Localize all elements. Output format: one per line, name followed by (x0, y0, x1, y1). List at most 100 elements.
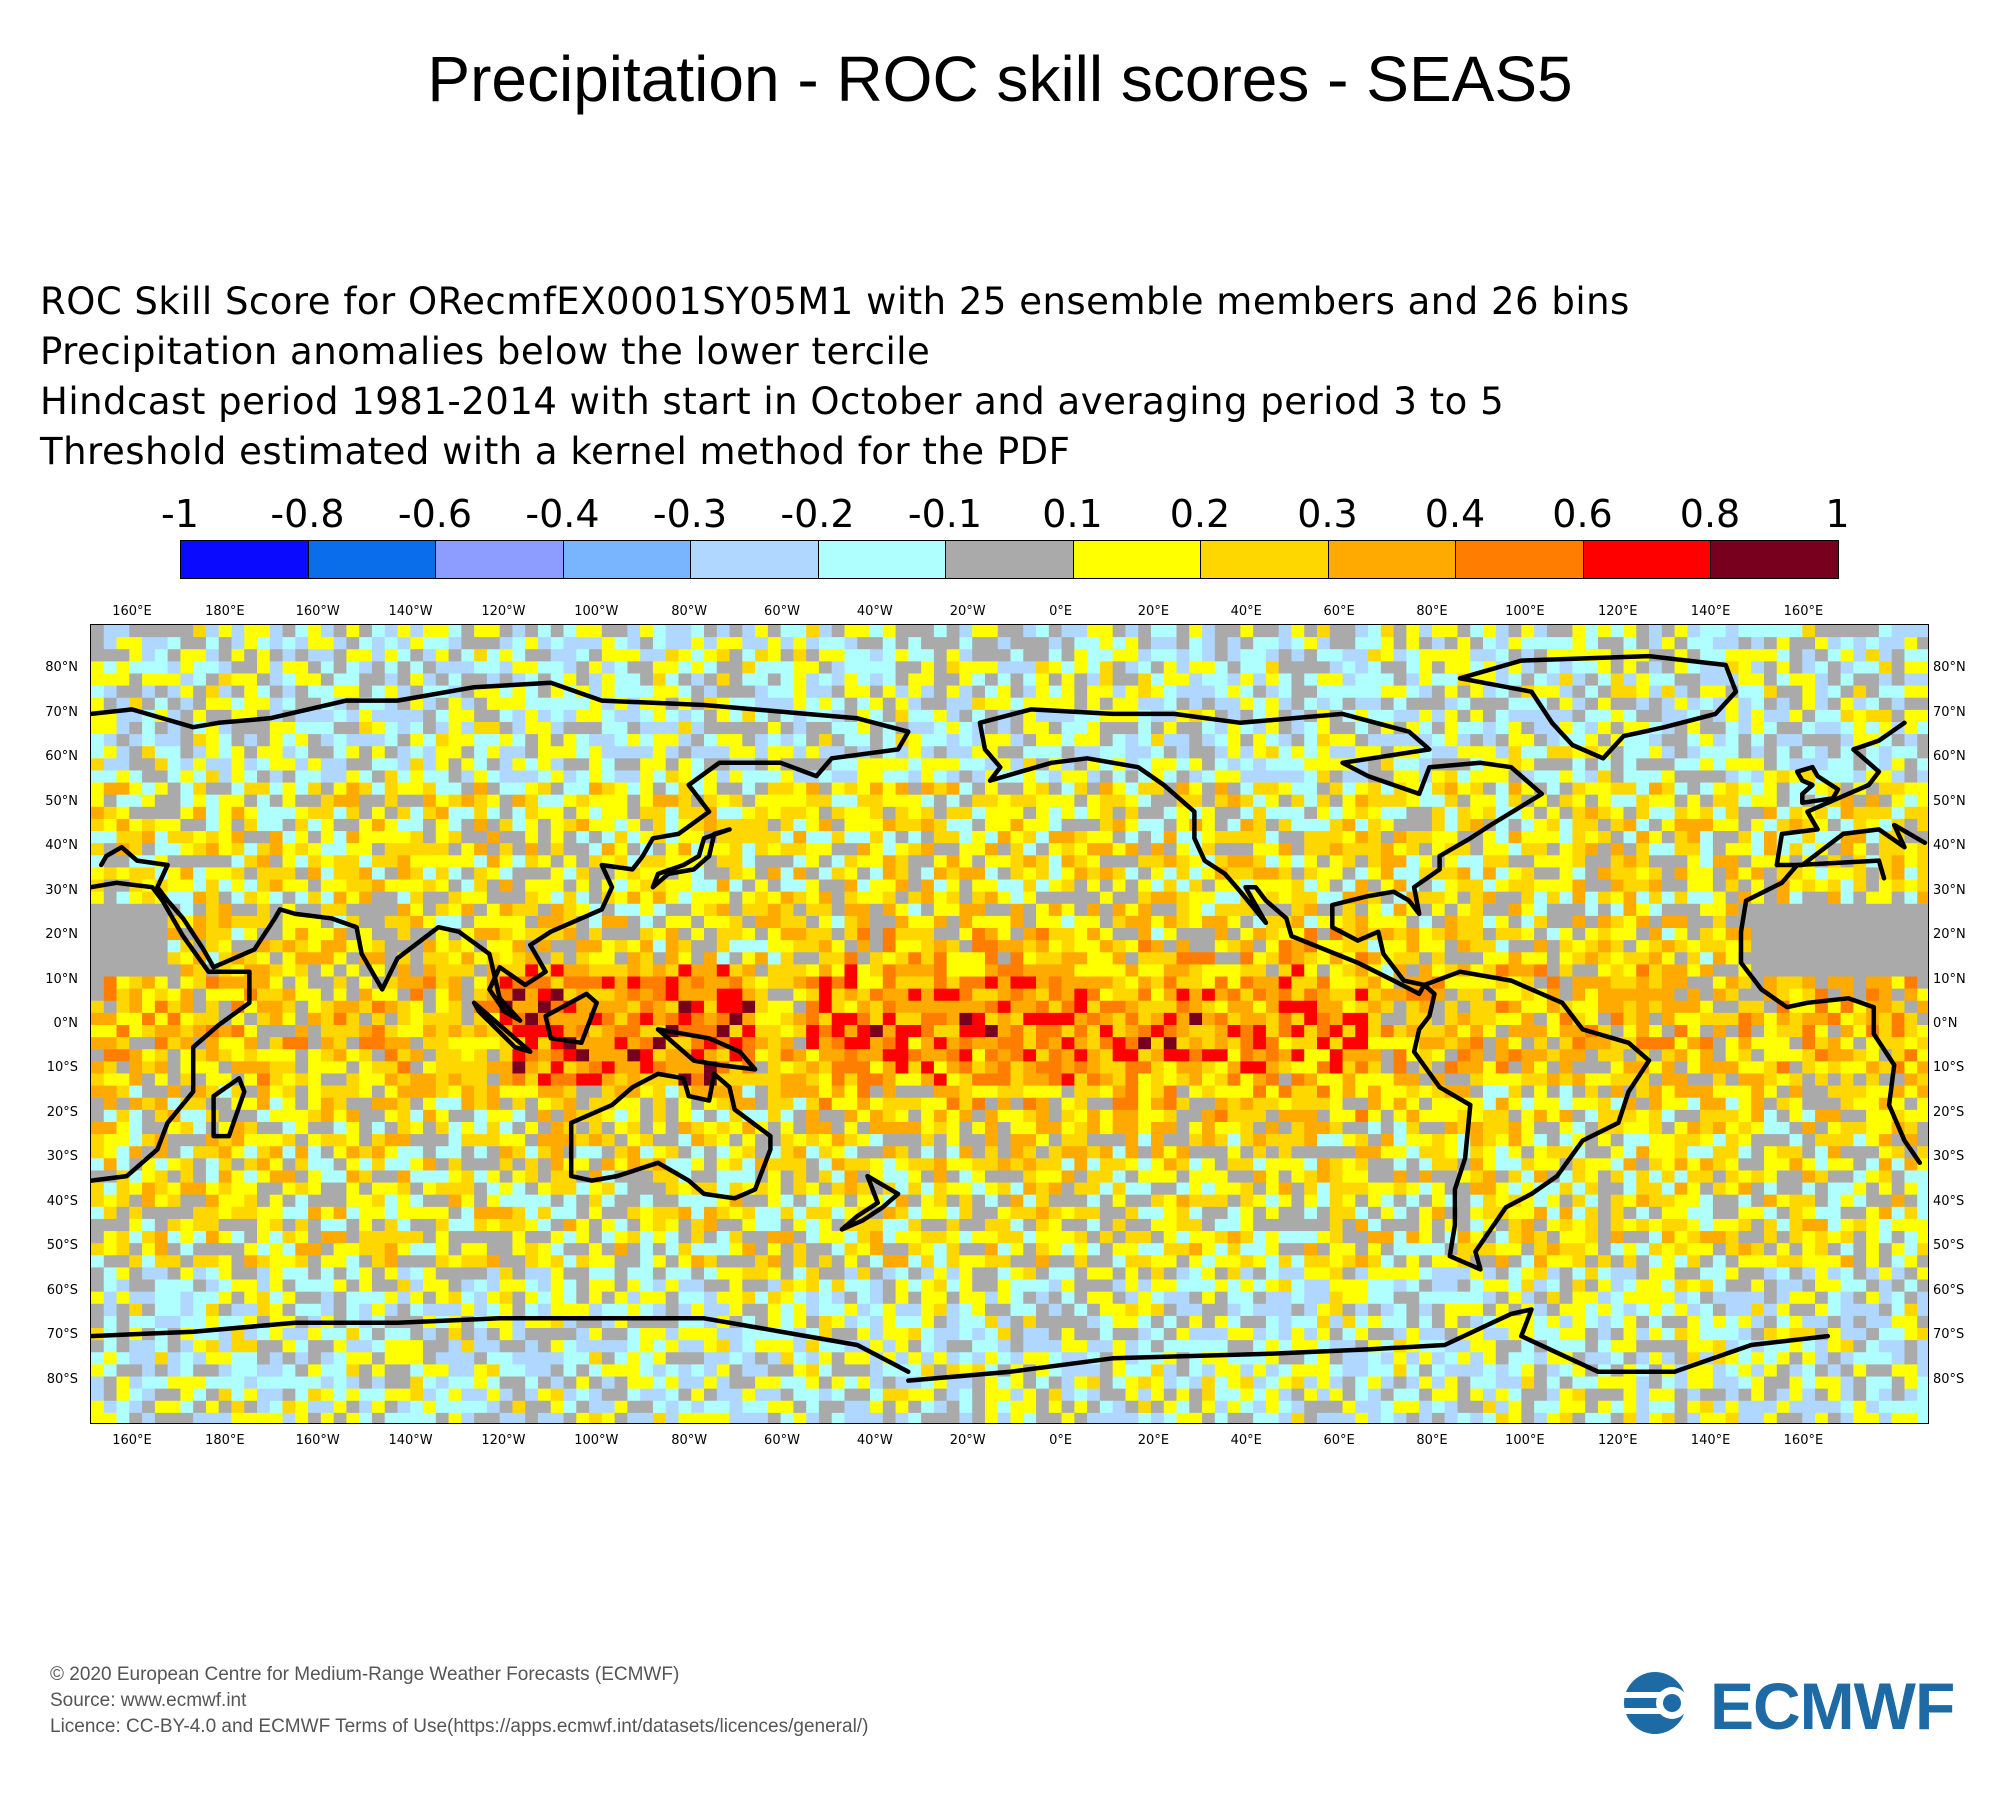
grid-cell (1483, 734, 1497, 747)
grid-cell (1189, 988, 1203, 1002)
grid-cell (205, 1012, 220, 1026)
grid-cell (461, 831, 475, 844)
grid-cell (1163, 988, 1178, 1002)
grid-cell (1265, 782, 1280, 796)
grid-cell (678, 988, 692, 1002)
grid-cell (1125, 770, 1139, 784)
grid-cell (1891, 915, 1906, 929)
grid-cell (129, 625, 143, 638)
grid-cell (116, 637, 130, 650)
grid-cell (1585, 794, 1599, 808)
grid-cell (1763, 649, 1778, 662)
grid-cell (193, 915, 207, 929)
grid-cell (678, 721, 692, 735)
colorbar-swatch (307, 540, 436, 579)
grid-cell (359, 734, 373, 747)
grid-cell (1483, 625, 1497, 638)
grid-cell (1048, 818, 1063, 832)
grid-cell (1610, 903, 1625, 917)
grid-cell (614, 915, 628, 929)
grid-cell (1457, 721, 1471, 735)
grid-cell (870, 794, 884, 808)
grid-cell (806, 661, 820, 675)
grid-cell (1687, 758, 1701, 772)
grid-cell (320, 1000, 335, 1014)
grid-cell (142, 625, 156, 638)
grid-cell (1521, 879, 1535, 893)
grid-cell (793, 855, 807, 869)
grid-cell (729, 988, 743, 1002)
grid-cell (1393, 879, 1407, 893)
grid-cell (499, 734, 514, 747)
grid-cell (486, 879, 501, 893)
grid-cell (1789, 794, 1803, 808)
grid-cell (882, 879, 897, 893)
grid-cell (269, 879, 284, 893)
grid-cell (1712, 867, 1727, 881)
grid-cell (129, 964, 143, 978)
grid-cell (320, 709, 335, 723)
grid-cell (959, 891, 973, 905)
grid-cell (1661, 891, 1676, 905)
grid-cell (1649, 976, 1663, 990)
grid-cell (205, 988, 220, 1002)
grid-cell (1444, 988, 1459, 1002)
grid-cell (1853, 952, 1867, 965)
grid-cell (371, 625, 386, 638)
grid-cell (1457, 928, 1471, 941)
grid-cell (448, 721, 462, 735)
grid-cell (346, 758, 360, 772)
grid-cell (870, 915, 884, 929)
grid-cell (1546, 734, 1561, 747)
grid-cell (921, 818, 935, 832)
grid-cell (1368, 637, 1382, 650)
grid-cell (1355, 867, 1369, 881)
grid-cell (474, 843, 488, 856)
grid-cell (1444, 685, 1459, 699)
grid-cell (1559, 697, 1574, 711)
grid-cell (1048, 843, 1063, 856)
latitude-label: 0°N (53, 1016, 79, 1031)
grid-cell (1763, 758, 1778, 772)
grid-cell (844, 794, 858, 808)
grid-cell (1304, 637, 1318, 650)
grid-cell (1610, 637, 1625, 650)
grid-cell (295, 685, 309, 699)
grid-cell (218, 625, 233, 638)
grid-cell (1700, 794, 1714, 808)
grid-cell (831, 806, 846, 820)
grid-cell (1342, 1012, 1356, 1026)
grid-cell (333, 891, 348, 905)
grid-cell (1240, 770, 1254, 784)
grid-cell (1917, 637, 1928, 650)
grid-cell (423, 988, 437, 1002)
grid-cell (1495, 734, 1510, 747)
grid-cell (205, 685, 220, 699)
grid-cell (1061, 831, 1075, 844)
grid-cell (167, 818, 181, 832)
grid-cell (1227, 625, 1241, 638)
grid-cell (1776, 649, 1791, 662)
grid-cell (793, 879, 807, 893)
grid-cell (537, 649, 552, 662)
grid-cell (1585, 661, 1599, 675)
grid-cell (806, 915, 820, 929)
grid-cell (461, 637, 475, 650)
grid-cell (257, 867, 271, 881)
grid-cell (1074, 721, 1088, 735)
grid-cell (435, 940, 450, 953)
grid-cell (1329, 697, 1344, 711)
grid-cell (780, 721, 794, 735)
grid-cell (1738, 782, 1752, 796)
skill-score-map (90, 624, 1929, 1424)
grid-cell (397, 721, 411, 735)
grid-cell (729, 915, 743, 929)
grid-cell (1572, 988, 1586, 1002)
grid-cell (1610, 818, 1625, 832)
grid-cell (1700, 1025, 1714, 1038)
grid-cell (371, 721, 386, 735)
grid-cell (1419, 661, 1433, 675)
grid-cell (359, 637, 373, 650)
grid-cell (1317, 734, 1331, 747)
grid-cell (742, 964, 756, 978)
